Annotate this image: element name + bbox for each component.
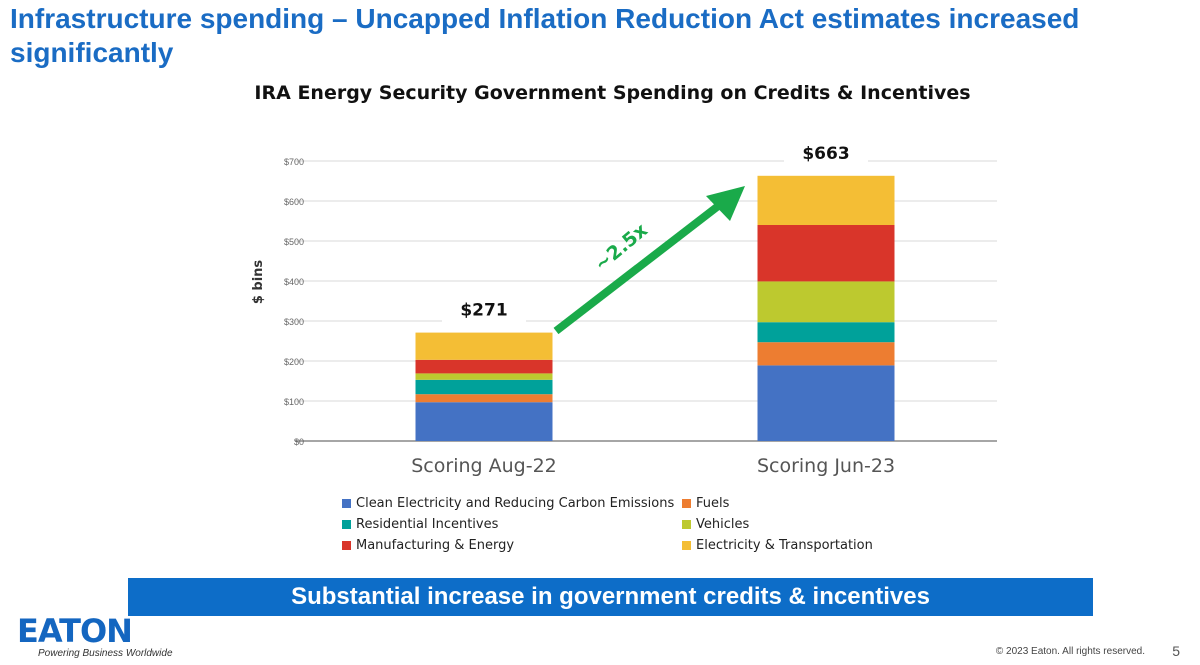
- bar-segment: [415, 402, 553, 441]
- slide-title: Infrastructure spending – Uncapped Infla…: [10, 3, 1080, 68]
- x-tick-label: Scoring Aug-22: [411, 455, 557, 477]
- y-tick-label: $200: [284, 357, 304, 367]
- bar-segment: [757, 342, 895, 366]
- legend-label: Clean Electricity and Reducing Carbon Em…: [356, 495, 675, 511]
- growth-arrow-head: [706, 186, 745, 221]
- bar-segment: [415, 332, 553, 360]
- legend-item: Residential Incentives: [342, 515, 682, 533]
- bar-segment: [757, 365, 895, 441]
- total-label-bg: [784, 138, 868, 165]
- legend-swatch: [342, 519, 351, 529]
- legend-swatch: [342, 540, 351, 550]
- y-tick-label: $600: [284, 197, 304, 207]
- eaton-logo: EATON: [17, 612, 133, 650]
- y-tick-label: $700: [284, 157, 304, 167]
- growth-arrow-shaft: [553, 196, 729, 335]
- legend-item: Fuels: [682, 494, 942, 512]
- x-tick-label: Scoring Jun-23: [757, 455, 895, 477]
- page-number: 5: [1172, 643, 1180, 659]
- logo-tagline: Powering Business Worldwide: [38, 648, 173, 659]
- bar-segment: [757, 322, 895, 343]
- legend-label: Manufacturing & Energy: [356, 537, 515, 553]
- legend-swatch: [682, 498, 691, 508]
- y-tick-label: $100: [284, 397, 304, 407]
- legend-item: Manufacturing & Energy: [342, 536, 682, 554]
- chart-legend: Clean Electricity and Reducing Carbon Em…: [342, 494, 942, 554]
- total-label-bg: [442, 295, 526, 322]
- y-tick-label: $400: [284, 277, 304, 287]
- bar-segment: [415, 359, 553, 374]
- total-label: $271: [460, 301, 507, 321]
- bar-segment: [415, 379, 553, 395]
- copyright: © 2023 Eaton. All rights reserved.: [995, 646, 1145, 657]
- bar-segment: [415, 373, 553, 380]
- bar-segment: [757, 175, 895, 225]
- y-tick-label: $0: [294, 437, 304, 447]
- total-label: $663: [802, 144, 849, 164]
- bar-segment: [757, 225, 895, 282]
- bar-segment: [415, 394, 553, 403]
- legend-item: Clean Electricity and Reducing Carbon Em…: [342, 494, 682, 512]
- legend-item: Electricity & Transportation: [682, 536, 942, 554]
- legend-label: Vehicles: [696, 516, 750, 532]
- legend-item: Vehicles: [682, 515, 942, 533]
- y-axis-label: $ bins: [251, 260, 266, 305]
- legend-swatch: [682, 519, 691, 529]
- legend-label: Residential Incentives: [356, 516, 499, 532]
- legend-label: Electricity & Transportation: [696, 537, 873, 553]
- bar-segment: [757, 281, 895, 323]
- chart-title: IRA Energy Security Government Spending …: [254, 82, 971, 104]
- legend-swatch: [682, 540, 691, 550]
- y-tick-label: $500: [284, 237, 304, 247]
- summary-banner: Substantial increase in government credi…: [128, 578, 1093, 616]
- legend-swatch: [342, 498, 351, 508]
- y-tick-label: $300: [284, 317, 304, 327]
- legend-label: Fuels: [696, 495, 730, 511]
